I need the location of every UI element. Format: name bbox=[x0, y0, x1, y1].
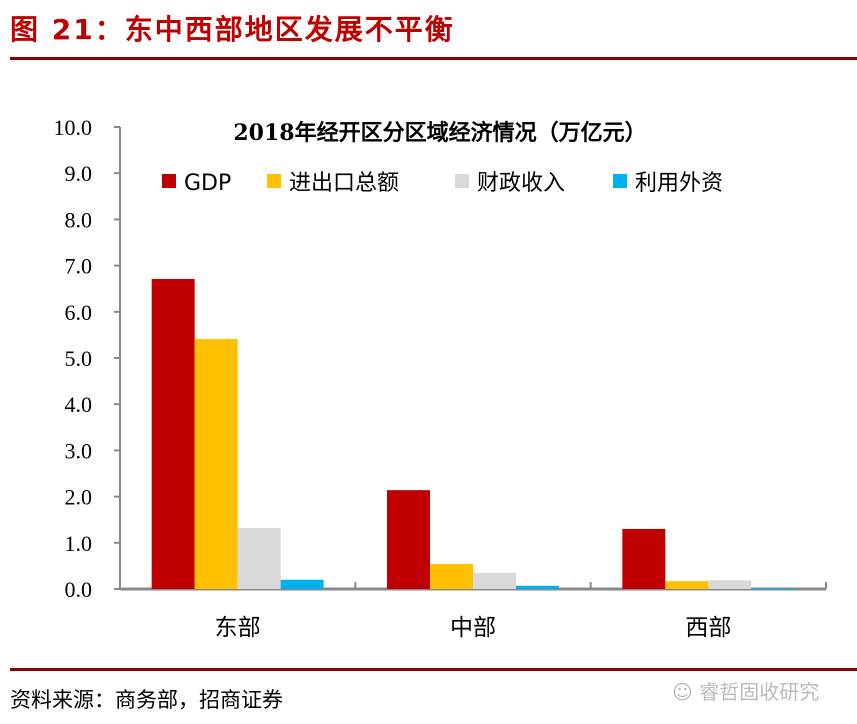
legend-swatch bbox=[162, 174, 176, 188]
bottom-divider bbox=[10, 668, 857, 671]
bar-GDP bbox=[151, 278, 195, 589]
top-divider bbox=[10, 57, 857, 60]
x-tick-label: 中部 bbox=[450, 615, 496, 641]
bar-财政收入 bbox=[473, 572, 516, 589]
bar-进出口总额 bbox=[194, 339, 238, 589]
x-tick-label: 东部 bbox=[215, 615, 261, 641]
legend-label: 财政收入 bbox=[477, 171, 565, 196]
y-tick-label: 8.0 bbox=[65, 207, 93, 232]
x-tick-label: 西部 bbox=[685, 615, 731, 641]
y-tick-label: 6.0 bbox=[65, 300, 93, 325]
y-tick-label: 0.0 bbox=[65, 577, 93, 602]
bar-利用外资 bbox=[751, 588, 795, 589]
legend-swatch bbox=[267, 174, 281, 188]
bar-财政收入 bbox=[708, 580, 752, 589]
bar-利用外资 bbox=[280, 579, 324, 589]
y-tick-label: 10.0 bbox=[54, 115, 93, 140]
y-tick-label: 2.0 bbox=[65, 485, 93, 510]
bar-进出口总额 bbox=[665, 581, 709, 589]
bar-进出口总额 bbox=[430, 564, 473, 589]
y-tick-label: 7.0 bbox=[65, 254, 93, 279]
y-tick-label: 1.0 bbox=[65, 531, 93, 556]
legend-label: 进出口总额 bbox=[289, 171, 399, 196]
source-note: 资料来源：商务部，招商证券 bbox=[10, 688, 283, 712]
chart-title: 2018年经开区分区域经济情况（万亿元） bbox=[233, 120, 646, 146]
legend-swatch bbox=[613, 174, 627, 188]
y-tick-label: 5.0 bbox=[65, 346, 93, 371]
watermark: ☺ 睿哲固收研究 bbox=[672, 680, 820, 704]
legend-label: GDP bbox=[184, 171, 231, 196]
legend-swatch bbox=[455, 174, 469, 188]
bar-GDP bbox=[622, 528, 666, 589]
bar-财政收入 bbox=[237, 528, 281, 589]
y-tick-label: 9.0 bbox=[65, 161, 93, 186]
y-tick-label: 4.0 bbox=[65, 392, 93, 417]
watermark-text: 睿哲固收研究 bbox=[699, 680, 820, 704]
bar-利用外资 bbox=[516, 585, 559, 589]
y-tick-label: 3.0 bbox=[65, 438, 93, 463]
figure-title: 图 21：东中西部地区发展不平衡 bbox=[10, 13, 455, 46]
bar-GDP bbox=[387, 490, 430, 589]
legend-label: 利用外资 bbox=[635, 171, 723, 196]
